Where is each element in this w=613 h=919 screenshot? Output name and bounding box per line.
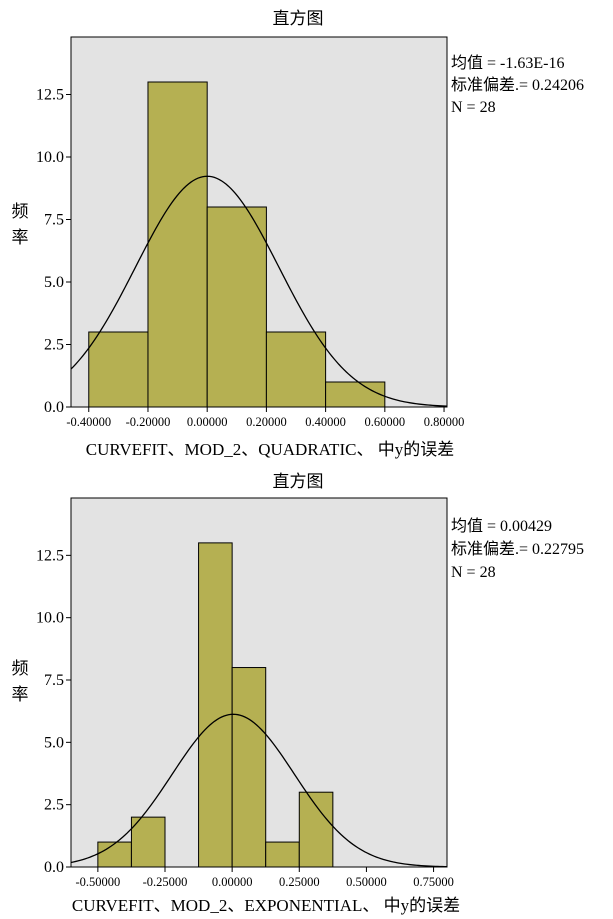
histogram-bar <box>88 331 149 408</box>
y-tick-label: 0.0 <box>44 399 64 416</box>
histogram-bar <box>206 206 267 408</box>
histogram-bar <box>265 331 327 408</box>
x-tick-label: 0.25000 <box>279 875 320 889</box>
x-tick-label: 0.00000 <box>212 875 253 889</box>
histogram-bar <box>325 381 386 408</box>
x-tick-label: 0.20000 <box>246 415 287 429</box>
stat-mean: 均值 = -1.63E-16 <box>451 54 564 72</box>
x-axis-ticks: -0.50000 -0.25000 0.00000 0.25000 0.50000 0.7… <box>75 867 454 889</box>
chart-title: 直方图 <box>273 472 324 491</box>
x-tick-label: -0.25000 <box>143 875 188 889</box>
histogram-bar <box>147 81 208 408</box>
y-axis-label-char-1: 频 <box>12 202 29 221</box>
x-tick-label: -0.20000 <box>126 415 171 429</box>
x-axis-ticks: -0.40000 -0.20000 0.00000 0.20000 0.40000 0.6… <box>66 407 464 429</box>
x-tick-label: -0.40000 <box>66 415 111 429</box>
stat-n: N = 28 <box>451 564 496 581</box>
histogram-bar <box>97 841 132 868</box>
x-tick-label: 0.60000 <box>365 415 406 429</box>
x-tick-label: 0.40000 <box>305 415 346 429</box>
y-tick-label: 0.0 <box>44 859 64 876</box>
x-tick-label: 0.50000 <box>346 875 387 889</box>
y-tick-label: 12.5 <box>36 547 64 564</box>
bars <box>97 542 334 868</box>
y-axis-ticks: 0.0 2.5 5.0 7.5 10.0 12.5 <box>36 547 71 876</box>
y-axis-label-char-2: 率 <box>12 685 29 704</box>
x-tick-label: -0.50000 <box>75 875 120 889</box>
y-tick-label: 5.0 <box>44 274 64 291</box>
histogram-bar <box>130 816 166 868</box>
chart-quadratic: 直方图 0.0 2.5 5.0 7.5 10.0 12.5 -0.40000 -0.2000… <box>12 9 585 459</box>
x-tick-label: 0.80000 <box>424 415 465 429</box>
y-tick-label: 7.5 <box>44 212 64 229</box>
chart-title: 直方图 <box>273 9 324 28</box>
normal-curve <box>70 713 448 868</box>
histogram-bar <box>265 841 300 868</box>
histogram-bar <box>298 791 334 868</box>
stat-sd: 标准偏差.= 0.24206 <box>451 76 584 94</box>
y-axis-label-char-2: 率 <box>12 228 29 247</box>
y-tick-label: 2.5 <box>44 337 64 354</box>
y-tick-label: 2.5 <box>44 797 64 814</box>
y-tick-label: 10.0 <box>36 610 64 627</box>
x-axis-label: CURVEFIT、MOD_2、QUADRATIC、 中y的误差 <box>86 440 454 459</box>
x-tick-label: 0.00000 <box>187 415 228 429</box>
stat-sd: 标准偏差.= 0.22795 <box>451 540 584 558</box>
y-tick-label: 10.0 <box>36 149 64 166</box>
y-axis-label-char-1: 频 <box>12 659 29 678</box>
bars <box>88 81 386 408</box>
chart-exponential: 直方图 0.0 2.5 5.0 7.5 10.0 12.5 -0.50000 -0.2500… <box>12 472 585 915</box>
stat-mean: 均值 = 0.00429 <box>451 517 552 535</box>
y-tick-label: 5.0 <box>44 734 64 751</box>
histogram-bar <box>198 542 233 868</box>
normal-curve <box>70 175 448 407</box>
histogram-bar <box>231 667 267 868</box>
y-axis-ticks: 0.0 2.5 5.0 7.5 10.0 12.5 <box>36 87 71 416</box>
x-axis-label: CURVEFIT、MOD_2、EXPONENTIAL、 中y的误差 <box>72 896 460 915</box>
stat-n: N = 28 <box>451 99 496 116</box>
x-tick-label: 0.75000 <box>413 875 454 889</box>
y-tick-label: 7.5 <box>44 672 64 689</box>
y-tick-label: 12.5 <box>36 87 64 104</box>
